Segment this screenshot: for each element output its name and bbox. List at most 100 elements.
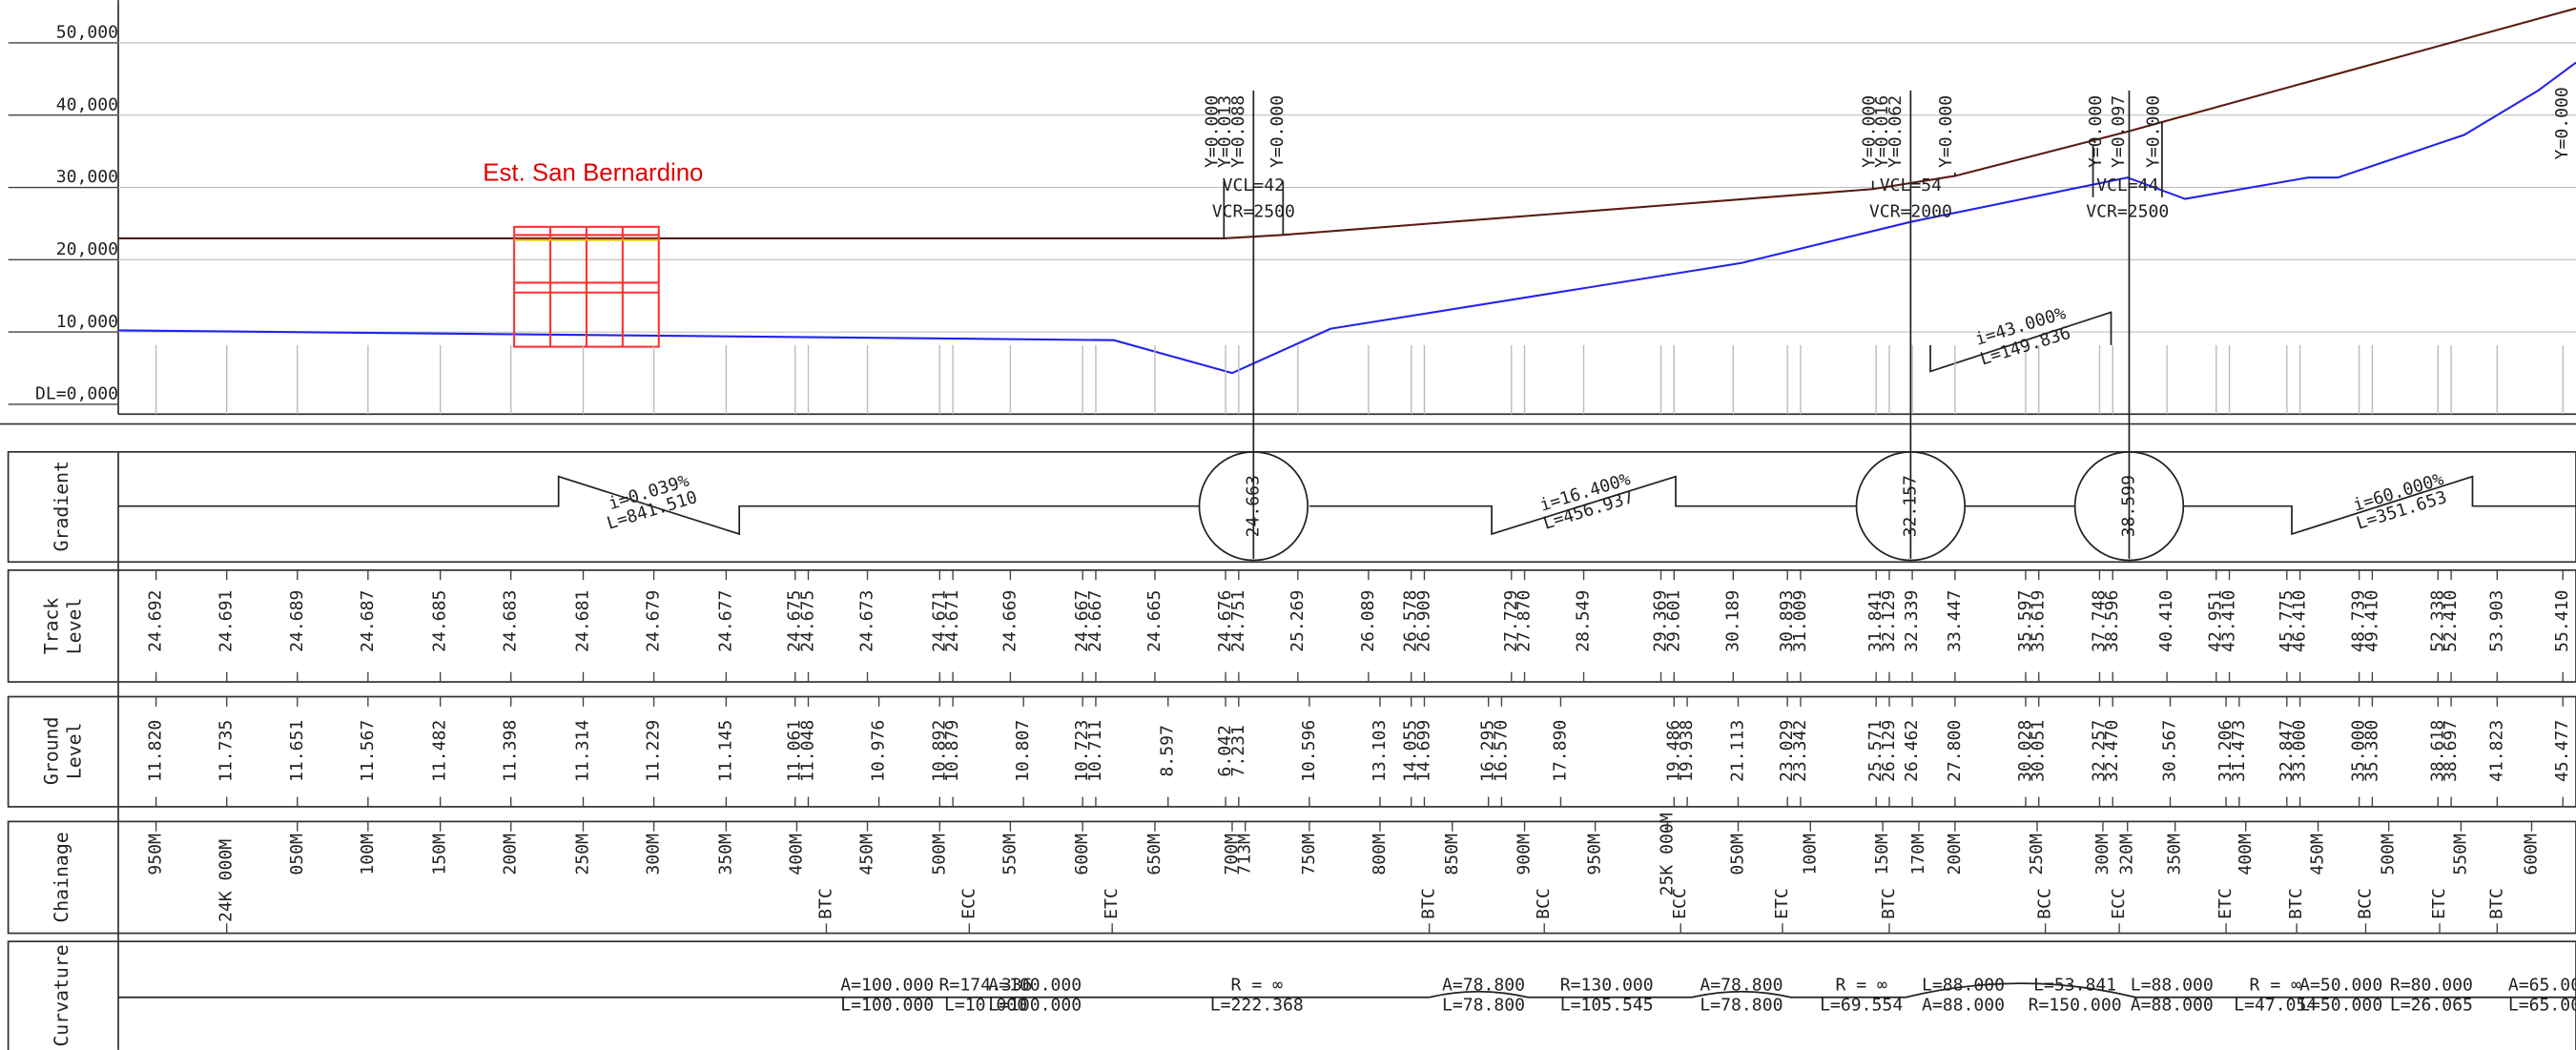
chainage: 300M [644,834,664,875]
curvature-label: L=69.554 [1820,995,1903,1015]
curvature-label: L=78.800 [1700,995,1783,1015]
track-level: 37.748 [2089,590,2109,652]
curve-point: ECC [958,888,979,919]
curvature-label: L=88.000 [2131,976,2214,996]
track-level: 31.009 [1790,590,1810,652]
axis-label: 20,000 [56,239,118,259]
track-level: 24.671 [929,590,949,652]
ground-level: 10.879 [942,720,962,782]
row-title: Level [64,723,86,780]
ground-level: 11.820 [146,720,166,782]
vcr-label: VCR=2500 [2086,201,2169,221]
chainage: 750M [1299,834,1319,875]
chainage: 050M [287,834,307,875]
track-level: 46.410 [2290,590,2310,652]
track-level: 32.129 [1879,590,1899,652]
station-name: Est. San Bernardino [483,160,703,187]
ground-level: 8.597 [1158,725,1178,776]
curve-point: BTC [815,888,835,919]
chainage: 200M [501,834,521,875]
track-level: 24.679 [644,590,664,652]
ordinate-label: Y=0.016 [1872,95,1892,168]
curve-point: ETC [2215,888,2236,919]
ground-level: 33.000 [2290,720,2310,782]
curve-point: ETC [1102,888,1122,919]
ground-level: 23.029 [1777,720,1797,782]
curve-point: ECC [2109,888,2129,919]
chainage: 350M [2165,834,2185,875]
curve-point: BCC [2356,888,2376,919]
chainage: 170M [1908,834,1928,875]
curvature-label: L=10.000 [944,995,1027,1015]
ground-level: 16.295 [1478,720,1498,782]
ground-level: 38.697 [2441,720,2461,782]
ground-level: 26.129 [1879,720,1899,782]
ordinate-label: Y=0.097 [2109,95,2129,168]
chainage: 100M [1800,834,1820,875]
curve-point: ETC [1772,888,1792,919]
track-level: 33.447 [1945,590,1965,652]
row-title: Gradient [51,461,72,551]
ground-level: 31.206 [2215,720,2236,782]
ground-level: 16.570 [1491,720,1511,782]
track-level: 26.089 [1358,590,1378,652]
track-level: 43.410 [2219,590,2239,652]
chainage: 250M [2027,834,2047,875]
ordinate-label: Y=0.000 [2086,95,2106,168]
ground-line [118,61,2576,375]
curve-point: BTC [1879,888,1899,919]
pvi-level: 32.157 [1900,475,1920,537]
row-title: Curvature [51,944,72,1046]
curve-point: BCC [2035,888,2055,919]
ordinate-label: Y=0.000 [2143,95,2163,168]
curvature-label: R = ∞ [1835,976,1887,996]
track-level: 24.669 [999,590,1020,652]
track-level: 24.689 [287,590,307,652]
chainage: 900M [1515,834,1535,875]
curvature-label: L=65.000 [2508,995,2576,1015]
curvature-label: L=78.800 [1442,995,1525,1015]
curvature-label: L=222.368 [1210,995,1304,1015]
track-level: 28.549 [1574,590,1594,652]
curvature-label: R = ∞ [1231,976,1284,996]
curvature-label: L=88.000 [1922,976,2005,996]
track-level: 29.369 [1651,590,1671,652]
ground-level: 41.823 [2486,720,2506,782]
curvature-label: L=100.000 [988,995,1082,1015]
row-title: Track [41,598,63,655]
pvi-level: 24.663 [1243,475,1263,537]
chainage: 350M [715,834,735,875]
ground-level: 10.976 [869,720,889,782]
chainage: 700M [1222,834,1242,875]
chainage: 950M [146,834,166,875]
axis-label: DL=0,000 [35,384,118,404]
chainage: 450M [857,834,877,875]
ground-level: 32.470 [2102,720,2122,782]
curvature-label: R=130.000 [1560,976,1654,996]
ground-level: 32.847 [2277,720,2297,782]
track-level: 38.596 [2102,590,2122,652]
vcr-label: VCR=2500 [1212,201,1295,221]
ground-level: 7.231 [1228,725,1248,776]
curvature-label: R=80.000 [2390,976,2473,996]
track-level: 35.619 [2029,590,2049,652]
ground-level: 26.462 [1902,720,1922,782]
ground-level: 6.042 [1215,725,1235,776]
track-level: 26.578 [1401,590,1421,652]
ordinate-label: Y=0.000 [1936,95,1956,168]
track-level: 24.673 [857,590,877,652]
curve-point: ECC [1670,888,1690,919]
ground-level: 30.567 [2160,720,2180,782]
ground-level: 32.257 [2089,720,2109,782]
ground-level: 14.699 [1413,720,1433,782]
ground-level: 11.651 [287,720,307,782]
track-level: 24.683 [501,590,521,652]
axis-label: 30,000 [56,167,118,187]
track-level: 49.410 [2361,590,2381,652]
ordinate-label: Y=0.000 [2552,87,2572,159]
chainage: 450M [2308,834,2328,875]
track-level: 24.677 [715,590,735,652]
axis-label: 10,000 [56,312,118,332]
vcr-label: VCR=2000 [1869,201,1952,221]
